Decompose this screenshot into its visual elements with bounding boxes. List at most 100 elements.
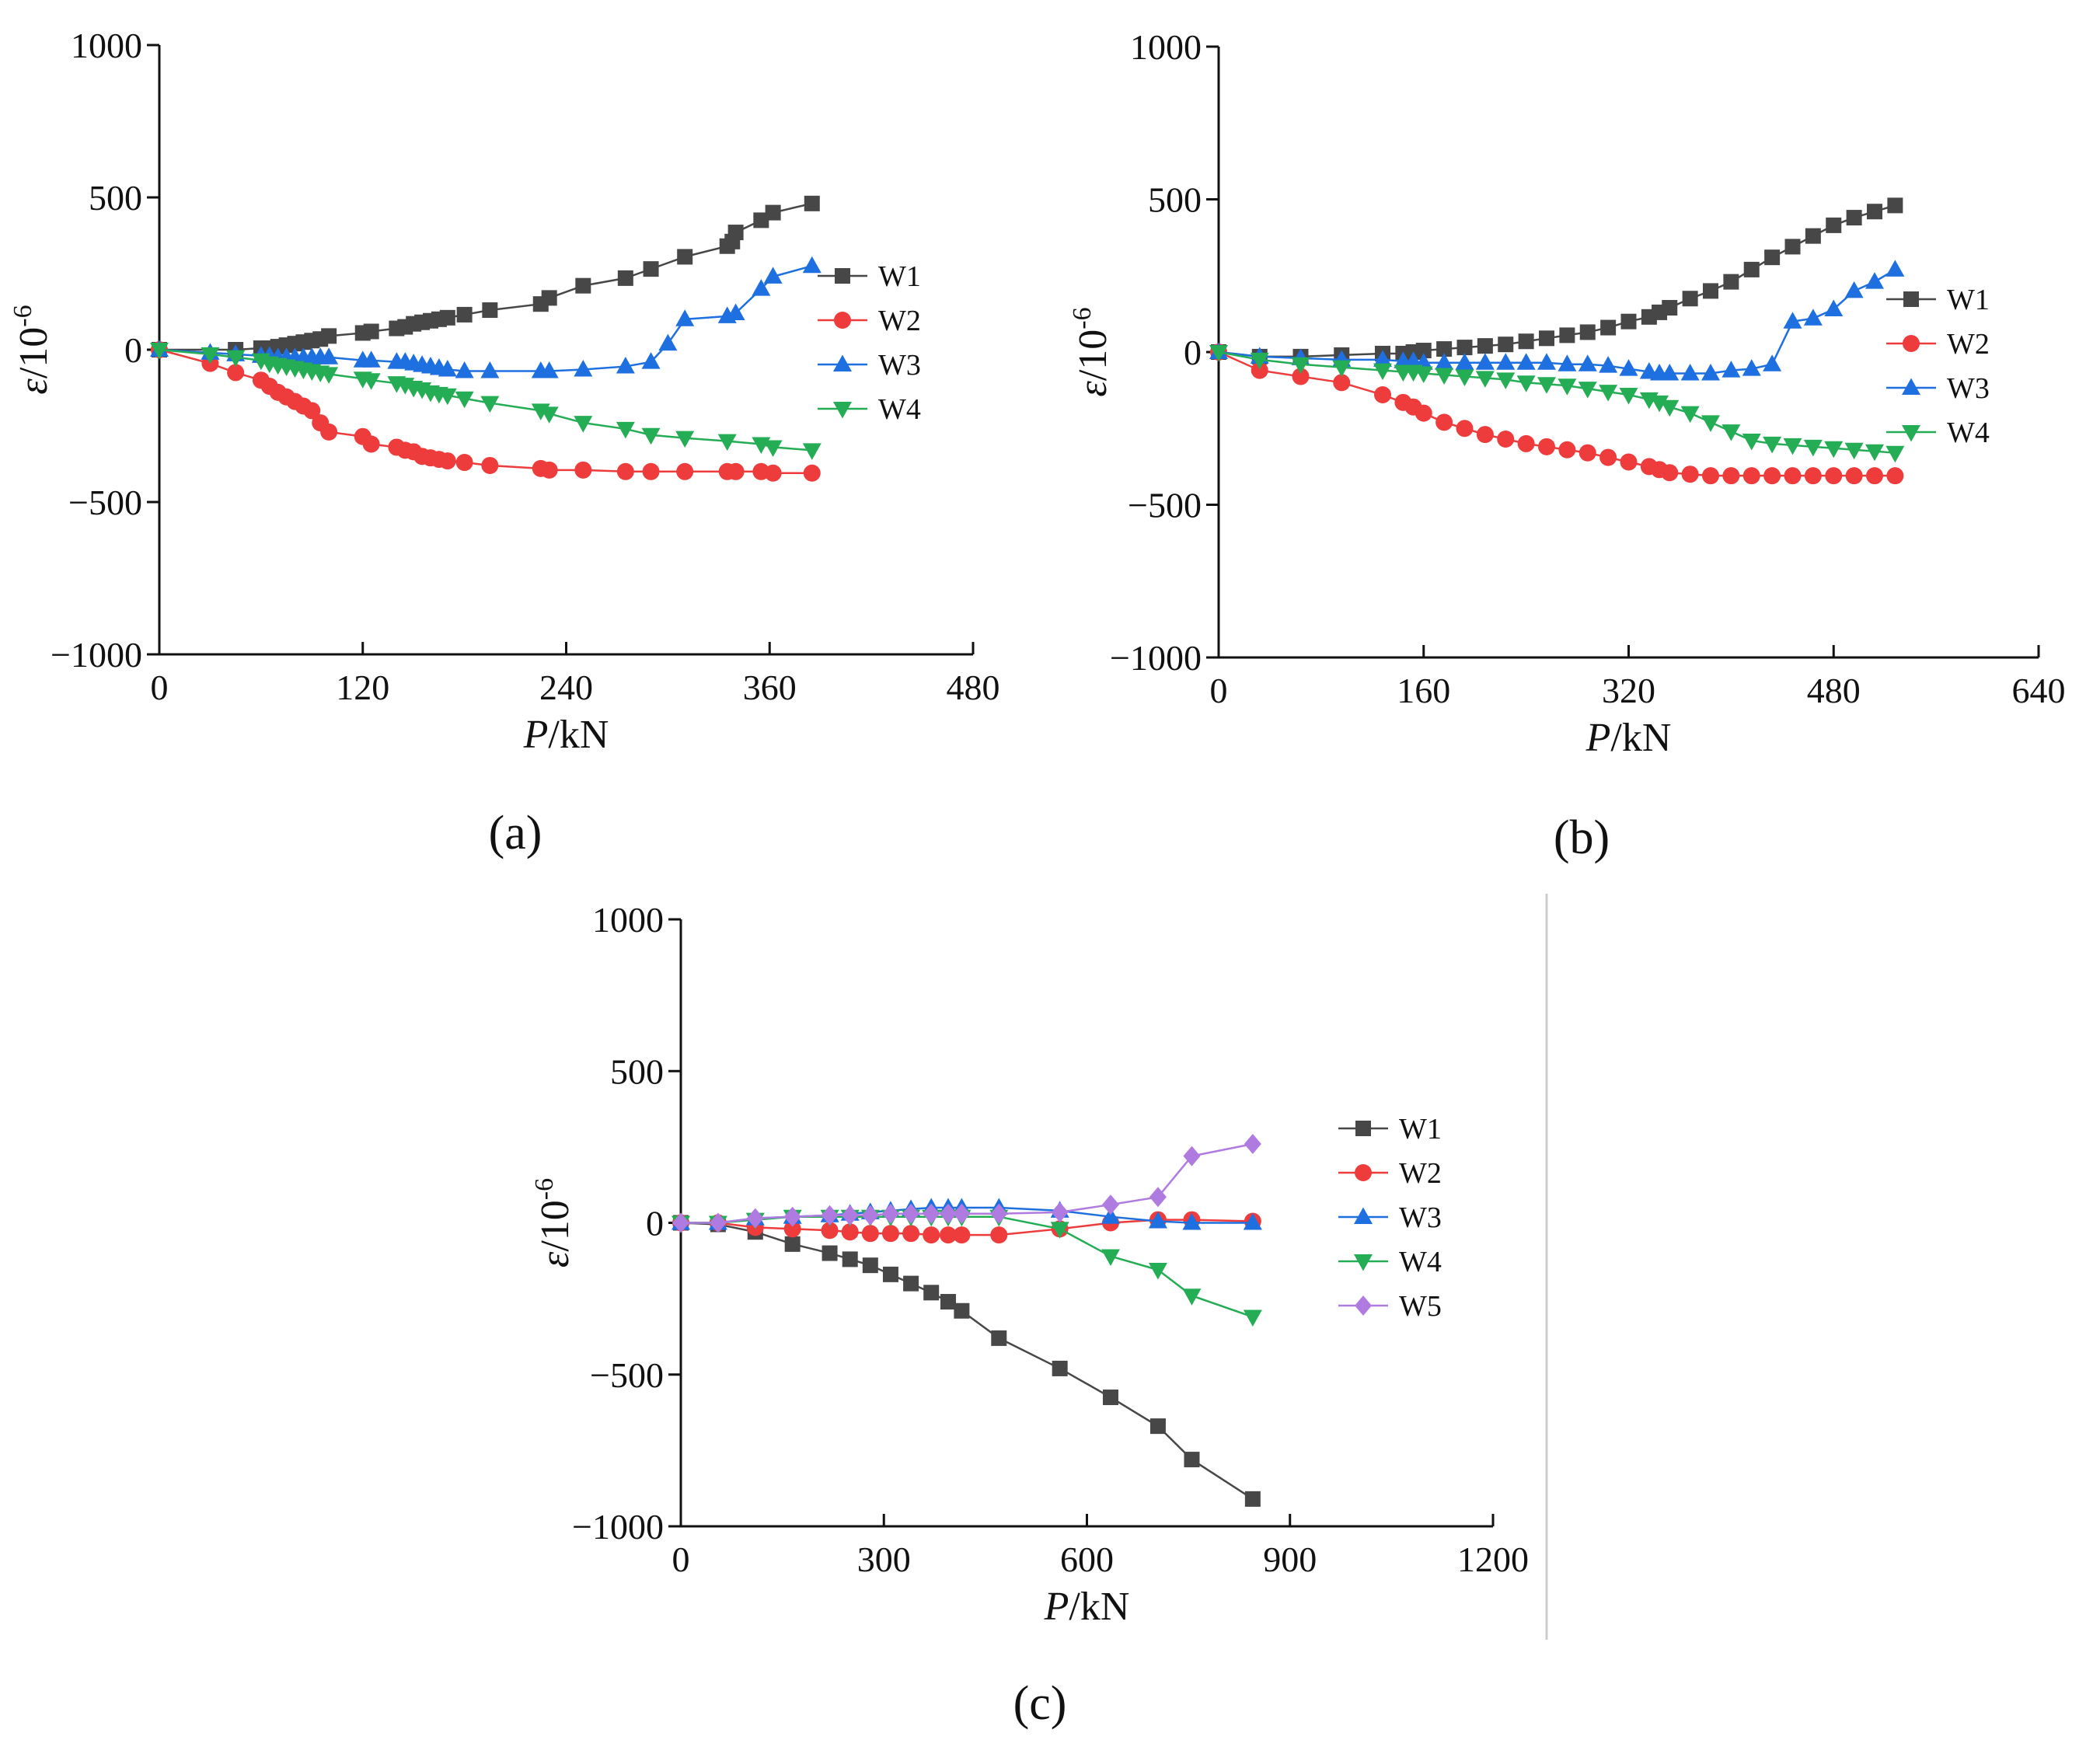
data-point: [1660, 364, 1680, 381]
x-axis-label: P/kN: [523, 713, 609, 757]
data-point: [727, 225, 744, 241]
data-point: [1292, 368, 1310, 385]
data-point: [1599, 385, 1618, 402]
data-point: [1435, 368, 1454, 385]
data-point: [752, 279, 771, 296]
data-point: [1244, 1133, 1261, 1154]
data-point: [1783, 438, 1802, 455]
data-point: [1518, 333, 1534, 350]
data-point: [575, 277, 591, 294]
data-point: [540, 461, 558, 479]
data-point: [1475, 353, 1495, 370]
y-tick-label: 1000: [1130, 27, 1202, 67]
legend-item-w5: W5: [1338, 1290, 1442, 1323]
data-point: [1805, 228, 1821, 244]
data-point: [616, 421, 635, 439]
data-point: [319, 367, 339, 384]
data-point: [642, 462, 660, 480]
data-point: [455, 391, 474, 409]
legend-label: W2: [1947, 328, 1990, 361]
data-point: [903, 1275, 919, 1292]
data-point: [482, 302, 498, 319]
legend-marker: [834, 312, 851, 329]
series-w3: [1209, 260, 1905, 381]
y-tick-label: −500: [68, 483, 142, 522]
data-point: [1660, 399, 1680, 417]
data-point: [727, 462, 745, 480]
data-point: [881, 1225, 899, 1243]
legend-marker: [833, 402, 852, 419]
x-tick-label: 240: [539, 668, 593, 707]
data-point: [363, 323, 379, 340]
legend-marker: [1354, 1254, 1373, 1271]
y-tick-label: −1000: [1110, 638, 1202, 678]
data-point: [574, 416, 593, 433]
data-point: [1866, 467, 1883, 485]
data-point: [319, 347, 339, 364]
legend-label: W5: [1399, 1290, 1442, 1323]
data-point: [1517, 434, 1535, 452]
data-point: [764, 464, 782, 482]
x-tick-label: 480: [947, 668, 1000, 707]
data-point: [1579, 324, 1596, 340]
data-point: [1680, 364, 1700, 381]
legend-label: W4: [1947, 417, 1990, 449]
data-point: [990, 1203, 1008, 1224]
data-point: [672, 1212, 689, 1233]
data-point: [1743, 261, 1760, 277]
y-axis-label-unit: /10: [533, 1200, 577, 1251]
data-point: [1182, 1213, 1202, 1230]
data-point: [362, 435, 380, 453]
data-point: [439, 309, 455, 326]
data-point: [455, 454, 473, 472]
series-line-w1: [1218, 204, 1896, 358]
data-point: [1680, 406, 1700, 424]
data-point: [677, 249, 693, 265]
legend: W1 W2 W3 W4 W5: [1338, 1113, 1442, 1323]
legend-item-w1: W1: [1886, 284, 1990, 316]
data-point: [616, 462, 634, 480]
data-point: [1886, 467, 1904, 485]
x-tick-label: 300: [857, 1540, 911, 1579]
data-point: [763, 267, 783, 284]
y-tick-label: 500: [1148, 180, 1202, 220]
data-point: [1101, 1194, 1119, 1215]
data-point: [1243, 1213, 1262, 1230]
y-axis-label: ε/10-6: [530, 1178, 577, 1268]
y-axis-label-symbol: ε: [12, 378, 56, 395]
data-point: [1599, 356, 1618, 373]
data-point: [1183, 1146, 1201, 1166]
data-point: [1477, 338, 1493, 354]
data-point: [1885, 445, 1905, 463]
legend-item-w2: W2: [1886, 328, 1990, 361]
y-axis-label-exponent: -6: [9, 305, 37, 326]
legend-label: W3: [878, 349, 921, 382]
legend-label: W3: [1947, 372, 1990, 405]
data-point: [1887, 197, 1903, 214]
data-point: [1435, 413, 1453, 431]
y-tick-label: 0: [646, 1204, 664, 1243]
series-line-w1: [159, 202, 813, 351]
data-point: [1558, 378, 1577, 396]
data-point: [881, 1203, 899, 1224]
data-point: [539, 406, 559, 424]
data-point: [1149, 1418, 1166, 1435]
data-point: [1374, 386, 1391, 404]
legend-label: W2: [878, 305, 921, 337]
x-tick-label: 900: [1263, 1540, 1317, 1579]
data-point: [480, 361, 500, 378]
y-tick-label: −1000: [51, 635, 142, 675]
data-point: [804, 195, 820, 211]
data-point: [1682, 291, 1698, 307]
data-point: [784, 1236, 801, 1252]
data-point: [1681, 466, 1699, 483]
y-tick-label: −500: [1128, 486, 1202, 525]
data-point: [1650, 395, 1669, 413]
y-axis-label: ε/10-6: [9, 305, 56, 394]
x-axis-label: P/kN: [1585, 716, 1672, 760]
data-point: [675, 309, 695, 326]
data-point: [1456, 340, 1473, 356]
data-point: [361, 373, 381, 390]
data-point: [861, 1225, 879, 1243]
